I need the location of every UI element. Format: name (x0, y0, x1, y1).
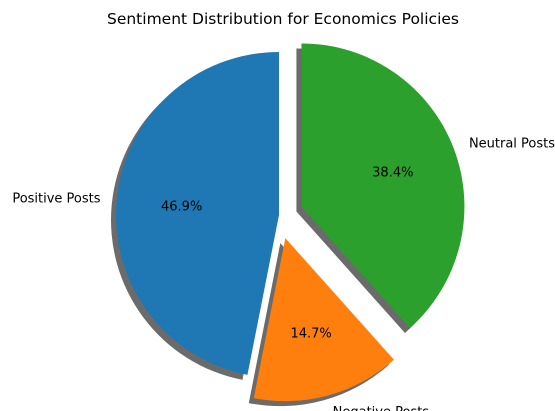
pct-label-negative-posts: 14.7% (290, 326, 331, 341)
pct-label-positive-posts: 46.9% (161, 199, 202, 214)
slice-neutral-posts (301, 43, 465, 329)
category-label-negative-posts: Negative Posts (333, 405, 430, 411)
pct-label-neutral-posts: 38.4% (372, 166, 413, 181)
slice-labels: 46.9% Positive Posts 14.7% Negative Posts 38… (12, 137, 555, 411)
slice-negative-posts (253, 238, 394, 402)
slice-positive-posts (116, 52, 279, 375)
category-label-positive-posts: Positive Posts (12, 192, 100, 207)
category-label-neutral-posts: Neutral Posts (469, 137, 555, 152)
slices (116, 43, 465, 402)
chart-title: Sentiment Distribution for Economics Pol… (107, 10, 459, 28)
